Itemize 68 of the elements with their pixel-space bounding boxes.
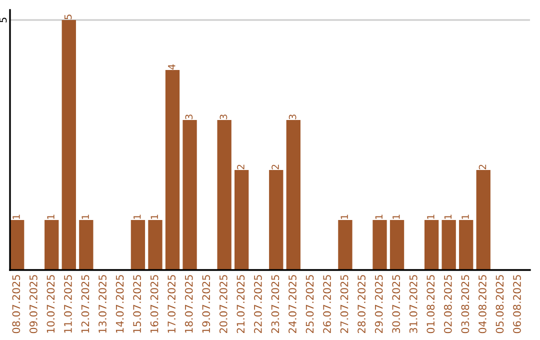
x-tick-label: 23.07.2025 — [271, 275, 280, 334]
bar — [182, 120, 197, 270]
x-tick-label: 15.07.2025 — [133, 275, 141, 333]
bar — [10, 220, 24, 270]
data-label: 2 — [478, 164, 486, 170]
bar — [424, 220, 439, 270]
x-tick-label: 22.07.2025 — [254, 275, 262, 334]
data-label: 2 — [237, 164, 244, 170]
bar — [79, 220, 94, 270]
bar — [286, 120, 300, 270]
x-tick-label: 10.07.2025 — [46, 275, 55, 333]
data-label: 1 — [340, 214, 348, 219]
bar — [44, 220, 59, 270]
bar — [62, 20, 76, 270]
bar — [442, 220, 456, 270]
x-tick-label: 26.07.2025 — [323, 275, 331, 334]
data-label: 3 — [185, 114, 193, 120]
data-label: 1 — [12, 214, 20, 219]
bar — [390, 220, 404, 270]
x-tick-label: 11.07.2025 — [64, 275, 72, 333]
x-tick-label: 27.07.2025 — [340, 275, 348, 334]
bar — [476, 170, 490, 270]
data-label: 1 — [134, 214, 141, 219]
data-label: 1 — [392, 214, 400, 219]
data-label: 1 — [47, 214, 54, 219]
bar — [459, 220, 474, 270]
x-tick-label: 16.07.2025 — [150, 275, 158, 333]
x-tick-label: 04.08.2025 — [478, 275, 486, 334]
data-label: 3 — [220, 114, 228, 120]
bar — [338, 220, 352, 270]
x-tick-label: 05.08.2025 — [496, 275, 504, 334]
bar — [234, 170, 249, 270]
data-label: 1 — [82, 214, 89, 219]
x-tick-label: 14.07.2025 — [116, 275, 124, 333]
bar — [269, 170, 284, 270]
data-label: 1 — [462, 214, 469, 219]
x-tick-label: 24.07.2025 — [288, 275, 296, 334]
data-label: 4 — [168, 64, 176, 70]
bar — [217, 120, 232, 270]
data-label: 1 — [150, 214, 158, 219]
x-tick-label: 18.07.2025 — [184, 275, 193, 333]
bar — [130, 220, 146, 270]
data-label: 3 — [288, 114, 296, 120]
data-label: 1 — [444, 214, 452, 219]
x-tick-label: 12.07.2025 — [81, 275, 90, 333]
data-label: 2 — [272, 164, 279, 170]
data-label: 1 — [427, 214, 434, 219]
bar — [372, 220, 387, 270]
bar — [165, 70, 180, 270]
x-tick-label: 06.08.2025 — [513, 275, 521, 334]
x-tick-label: 02.08.2025 — [444, 275, 452, 334]
x-tick-label: 30.07.2025 — [392, 275, 400, 334]
data-label: 1 — [375, 214, 382, 219]
x-tick-label: 01.08.2025 — [426, 275, 435, 334]
x-tick-label: 03.08.2025 — [461, 275, 470, 334]
x-tick-label: 29.07.2025 — [374, 275, 383, 334]
data-label: 5 — [64, 14, 72, 20]
x-tick-label: 28.07.2025 — [358, 275, 366, 334]
x-tick-label: 21.07.2025 — [236, 275, 245, 334]
x-tick-label: 17.07.2025 — [168, 275, 176, 333]
x-tick-label: 13.07.2025 — [98, 275, 106, 333]
x-tick-label: 20.07.2025 — [219, 275, 228, 334]
bar — [148, 220, 162, 270]
x-tick-label: 09.07.2025 — [29, 275, 38, 334]
x-tick-label: 19.07.2025 — [202, 275, 210, 333]
x-tick-label: 25.07.2025 — [306, 275, 314, 334]
x-tick-label: 08.07.2025 — [12, 275, 20, 334]
x-tick-label: 31.07.2025 — [409, 275, 418, 334]
